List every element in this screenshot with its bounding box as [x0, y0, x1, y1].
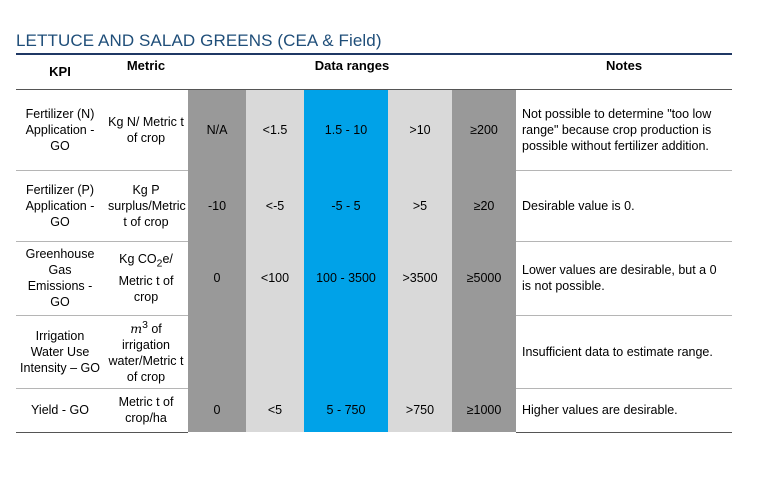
range-cell-high: [388, 315, 452, 388]
range-cell-high: >5: [388, 170, 452, 241]
range-cell-desirable: -5 - 5: [304, 170, 388, 241]
range-cell-too-low: 0: [188, 241, 246, 315]
kpi-cell: Yield - GO: [16, 388, 104, 433]
table-row: Yield - GO Metric t of crop/ha 0 <5 5 - …: [16, 388, 732, 433]
range-cell-too-high: ≥5000: [452, 241, 516, 315]
table-row: Irrigation Water Use Intensity – GO m3 o…: [16, 315, 732, 389]
table-header-row: KPI Metric Data ranges Notes: [16, 55, 732, 90]
header-kpi: KPI: [16, 55, 104, 90]
range-cell-desirable: 1.5 - 10: [304, 89, 388, 170]
range-cell-desirable: 5 - 750: [304, 388, 388, 432]
range-cell-desirable: 100 - 3500: [304, 241, 388, 315]
range-cell-high: >750: [388, 388, 452, 432]
metric-suffix: of irrigation water/Metric t of crop: [108, 322, 184, 385]
kpi-table: KPI Metric Data ranges Notes Fertilizer …: [16, 55, 732, 433]
range-cell-low: [246, 315, 304, 388]
range-cell-too-low: -10: [188, 170, 246, 241]
notes-cell: Desirable value is 0.: [516, 170, 732, 242]
metric-suffix: e/ Metric t of crop: [118, 252, 174, 304]
range-cell-too-low: [188, 315, 246, 388]
kpi-cell: Greenhouse Gas Emissions - GO: [16, 241, 104, 316]
header-notes: Notes: [516, 55, 732, 90]
range-cell-too-high: ≥200: [452, 89, 516, 170]
notes-cell: Insufficient data to estimate range.: [516, 315, 732, 389]
kpi-cell: Irrigation Water Use Intensity – GO: [16, 315, 104, 389]
notes-cell: Lower values are desirable, but a 0 is n…: [516, 241, 732, 316]
title-underline: [16, 53, 732, 55]
range-cell-too-low: 0: [188, 388, 246, 432]
kpi-cell: Fertilizer (N) Application - GO: [16, 89, 104, 171]
table-row: Fertilizer (N) Application - GO Kg N/ Me…: [16, 89, 732, 171]
metric-superscript: 3: [142, 319, 148, 331]
range-cell-high: >3500: [388, 241, 452, 315]
page-title: LETTUCE AND SALAD GREENS (CEA & Field): [16, 31, 382, 50]
metric-variable: m: [130, 321, 143, 337]
metric-prefix: Kg CO: [119, 252, 157, 267]
table-row: Fertilizer (P) Application - GO Kg P sur…: [16, 170, 732, 242]
range-cell-too-high: ≥1000: [452, 388, 516, 432]
metric-cell: Metric t of crop/ha: [104, 388, 188, 433]
metric-cell: Kg N/ Metric t of crop: [104, 89, 188, 171]
range-cell-low: <-5: [246, 170, 304, 241]
header-metric: Metric: [104, 55, 188, 90]
range-cell-high: >10: [388, 89, 452, 170]
range-cell-too-high: [452, 315, 516, 388]
range-cell-desirable: [304, 315, 388, 388]
header-data-ranges: Data ranges: [188, 55, 516, 90]
range-cell-low: <100: [246, 241, 304, 315]
range-cell-low: <5: [246, 388, 304, 432]
kpi-cell: Fertilizer (P) Application - GO: [16, 170, 104, 242]
range-cell-too-low: N/A: [188, 89, 246, 170]
metric-cell: m3 of irrigation water/Metric t of crop: [104, 315, 188, 389]
metric-cell: Kg CO2e/ Metric t of crop: [104, 241, 188, 316]
table-row: Greenhouse Gas Emissions - GO Kg CO2e/ M…: [16, 241, 732, 316]
metric-cell: Kg P surplus/Metric t of crop: [104, 170, 188, 242]
range-cell-too-high: ≥20: [452, 170, 516, 241]
notes-cell: Not possible to determine "too low range…: [516, 89, 732, 171]
notes-cell: Higher values are desirable.: [516, 388, 732, 433]
range-cell-low: <1.5: [246, 89, 304, 170]
metric-subscript: 2: [156, 258, 163, 270]
